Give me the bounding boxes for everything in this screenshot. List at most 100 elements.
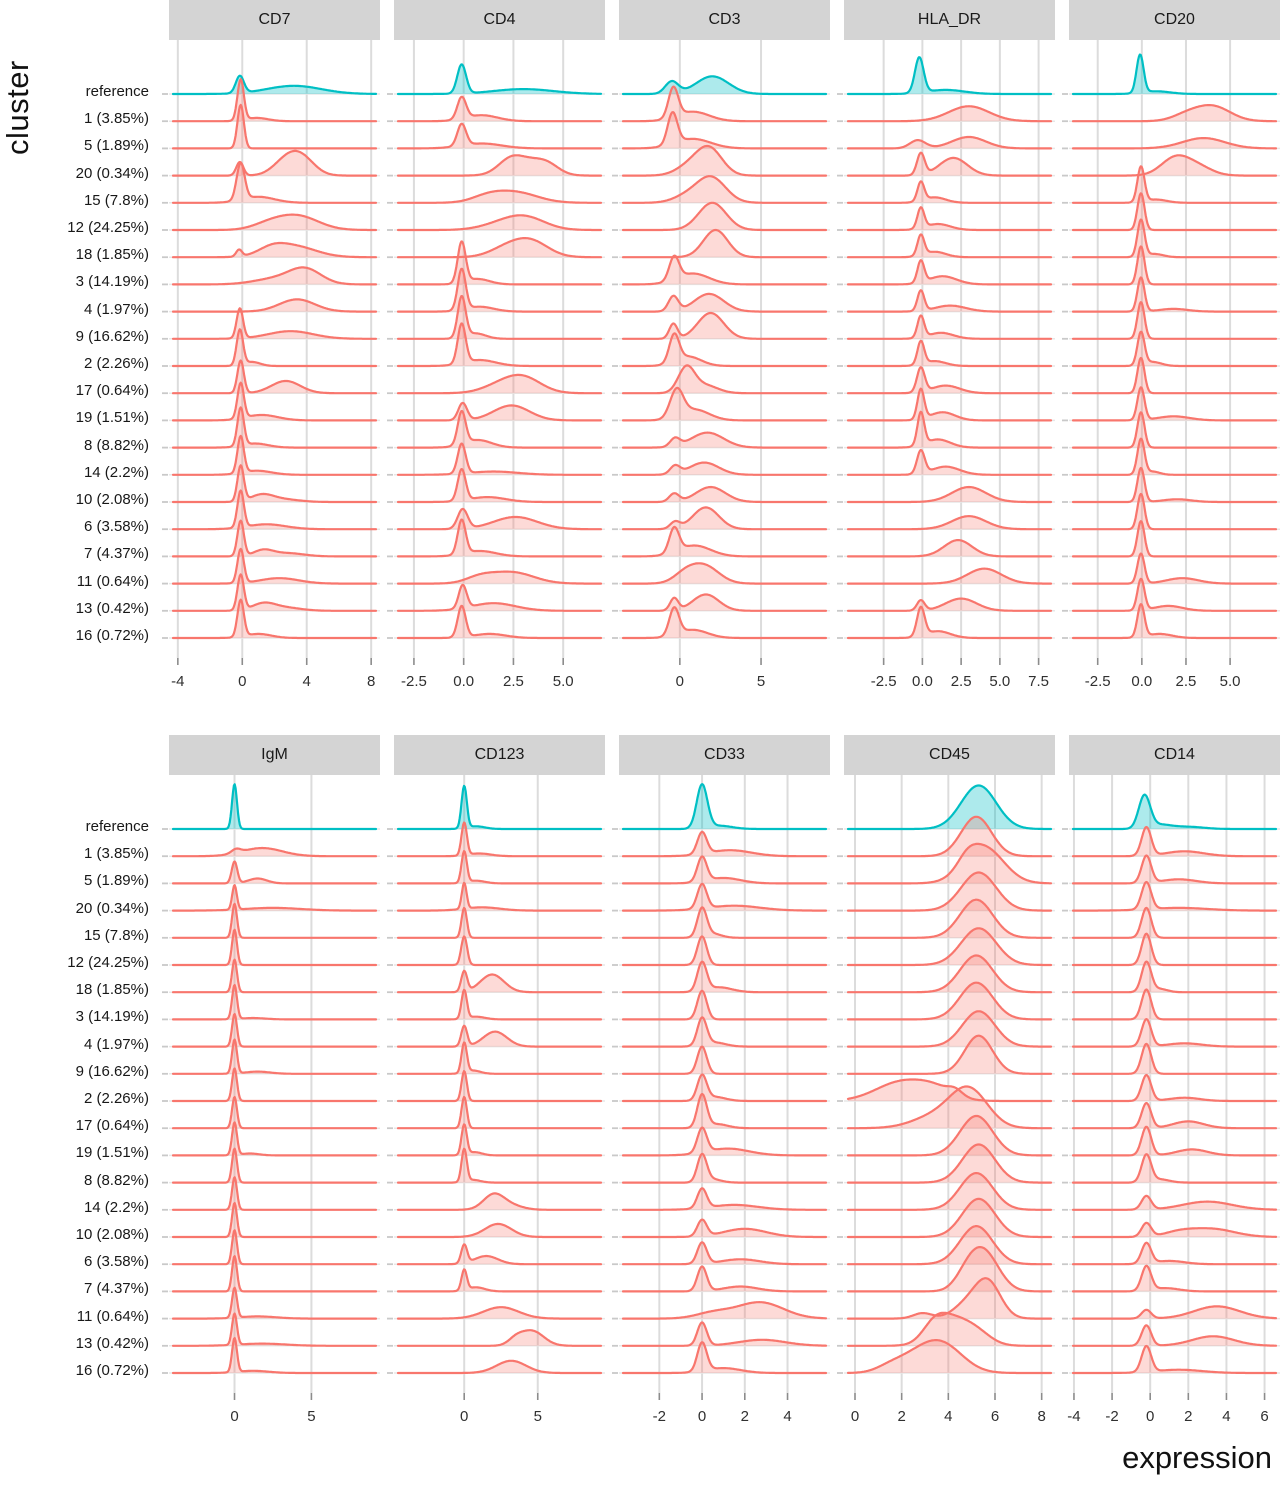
cluster-ridge-fill: [173, 885, 376, 911]
row-label-5: 5 (1.89%): [83, 137, 149, 155]
cluster-ridge-fill: [848, 1226, 1051, 1265]
cluster-ridge-line: [1071, 1073, 1278, 1103]
cluster-ridge-line: [621, 85, 828, 123]
row-label-9: 9 (16.62%): [75, 327, 149, 345]
cluster-ridge-line: [1071, 960, 1278, 994]
cluster-ridge-fill: [848, 1116, 1051, 1156]
cluster-ridge-line: [396, 189, 603, 204]
cluster-ridge-line: [621, 830, 828, 858]
cluster-ridge-fill: [173, 1256, 376, 1292]
cluster-ridge-line: [846, 842, 1053, 885]
cluster-ridge-line: [621, 562, 828, 585]
cluster-ridge-fill: [623, 230, 826, 258]
cluster-ridge-line: [846, 815, 1053, 858]
cluster-ridge-line: [1071, 520, 1278, 558]
cluster-ridge-line: [396, 988, 603, 1021]
cluster-ridge-fill: [1073, 331, 1276, 366]
x-tick-label: 8: [367, 673, 375, 690]
row-label-9: 9 (16.62%): [75, 1062, 149, 1080]
cluster-ridge-fill: [848, 260, 1051, 285]
cluster-ridge-fill: [398, 1025, 601, 1047]
cluster-ridge-line: [396, 1070, 603, 1103]
cluster-ridge-line: [1071, 330, 1278, 368]
cluster-ridge-line: [846, 1225, 1053, 1266]
reference-ridge-line: [396, 63, 603, 96]
cluster-ridge-fill: [1073, 907, 1276, 938]
x-tick-label: 5.0: [553, 673, 574, 690]
cluster-ridge-line: [846, 1246, 1053, 1293]
cluster-ridge-fill: [623, 487, 826, 502]
cluster-ridge-line: [396, 518, 603, 558]
cluster-ridge-line: [846, 259, 1053, 286]
cluster-ridge-fill: [398, 1330, 601, 1346]
x-tick-label: -4: [171, 673, 184, 690]
cluster-ridge-line: [621, 1045, 828, 1075]
row-label-18: 18 (1.85%): [75, 981, 149, 999]
cluster-ridge-line: [1071, 1194, 1278, 1211]
cluster-ridge-line: [1071, 988, 1278, 1021]
cluster-ridge-line: [846, 954, 1053, 994]
x-tick-label: 0: [698, 1408, 706, 1425]
cluster-ridge-fill: [173, 1148, 376, 1183]
facet-strip: HLA_DR: [844, 0, 1055, 40]
cluster-ridge-line: [396, 295, 603, 340]
cluster-ridge-line: [171, 328, 378, 368]
cluster-ridge-line: [396, 1359, 603, 1375]
facet-row-top: reference 1 (3.85%) 5 (1.89%) 20 (0.34%) 15 …: [0, 0, 1280, 703]
cluster-ridge-line: [621, 1321, 828, 1347]
row-label-19: 19 (1.51%): [75, 409, 149, 427]
x-tick-label: 5.0: [1220, 673, 1241, 690]
cluster-ridge-fill: [1073, 989, 1276, 1020]
cluster-ridge-line: [1071, 192, 1278, 232]
cluster-ridge-fill: [173, 104, 376, 149]
row-label-16: 16 (0.72%): [75, 1362, 149, 1379]
cluster-ridge-line: [171, 213, 378, 232]
row-label-6: 6 (3.58%): [83, 1253, 149, 1271]
cluster-ridge-line: [846, 339, 1053, 368]
cluster-ridge-fill: [1073, 193, 1276, 230]
cluster-ridge-fill: [623, 1153, 826, 1183]
cluster-ridge-line: [621, 201, 828, 232]
row-label-2: 2 (2.26%): [83, 355, 149, 372]
cluster-ridge-fill: [173, 435, 376, 475]
cluster-ridge-line: [846, 1085, 1053, 1130]
reference-ridge-fill: [1073, 794, 1276, 829]
row-label-17: 17 (0.64%): [75, 1117, 149, 1135]
x-tick-label: 4: [783, 1408, 791, 1425]
x-tick-label: 5: [534, 1408, 542, 1425]
cluster-ridge-fill: [623, 607, 826, 638]
cluster-ridge-fill: [623, 313, 826, 339]
cluster-ridge-line: [621, 254, 828, 286]
cluster-ridge-line: [1071, 1101, 1278, 1130]
cluster-ridge-line: [846, 410, 1053, 449]
cluster-ridge-line: [396, 95, 603, 123]
cluster-ridge-fill: [1073, 1265, 1276, 1292]
row-label-20: 20 (0.34%): [75, 164, 149, 182]
x-tick-label: 2.5: [951, 673, 972, 690]
cluster-ridge-line: [1071, 577, 1278, 612]
cluster-ridge-fill: [1073, 882, 1276, 911]
cluster-ridge-line: [846, 539, 1053, 558]
cluster-ridge-fill: [1073, 1306, 1276, 1319]
cluster-ridge-line: [846, 1114, 1053, 1157]
cluster-ridge-fill: [398, 1071, 601, 1101]
cluster-ridge-line: [846, 1078, 1053, 1103]
cluster-ridge-line: [621, 1152, 828, 1184]
row-label-4: 4 (1.97%): [83, 1035, 149, 1053]
cluster-ridge-line: [621, 292, 828, 313]
cluster-ridge-line: [171, 860, 378, 885]
cluster-ridge-line: [1071, 880, 1278, 912]
cluster-ridge-line: [846, 567, 1053, 585]
cluster-ridge-line: [621, 1093, 828, 1130]
row-label-1: 1 (3.85%): [83, 845, 149, 863]
cluster-ridge-line: [846, 1034, 1053, 1075]
cluster-ridge-fill: [848, 290, 1051, 312]
cluster-ridge-line: [1071, 276, 1278, 313]
row-label-13: 13 (0.42%): [75, 1334, 149, 1352]
cluster-ridge-line: [171, 266, 378, 286]
cluster-ridge-line: [1071, 1264, 1278, 1293]
cluster-ridge-line: [396, 410, 603, 449]
row-label-13: 13 (0.42%): [75, 599, 149, 617]
x-tick-label: 0: [676, 673, 684, 690]
